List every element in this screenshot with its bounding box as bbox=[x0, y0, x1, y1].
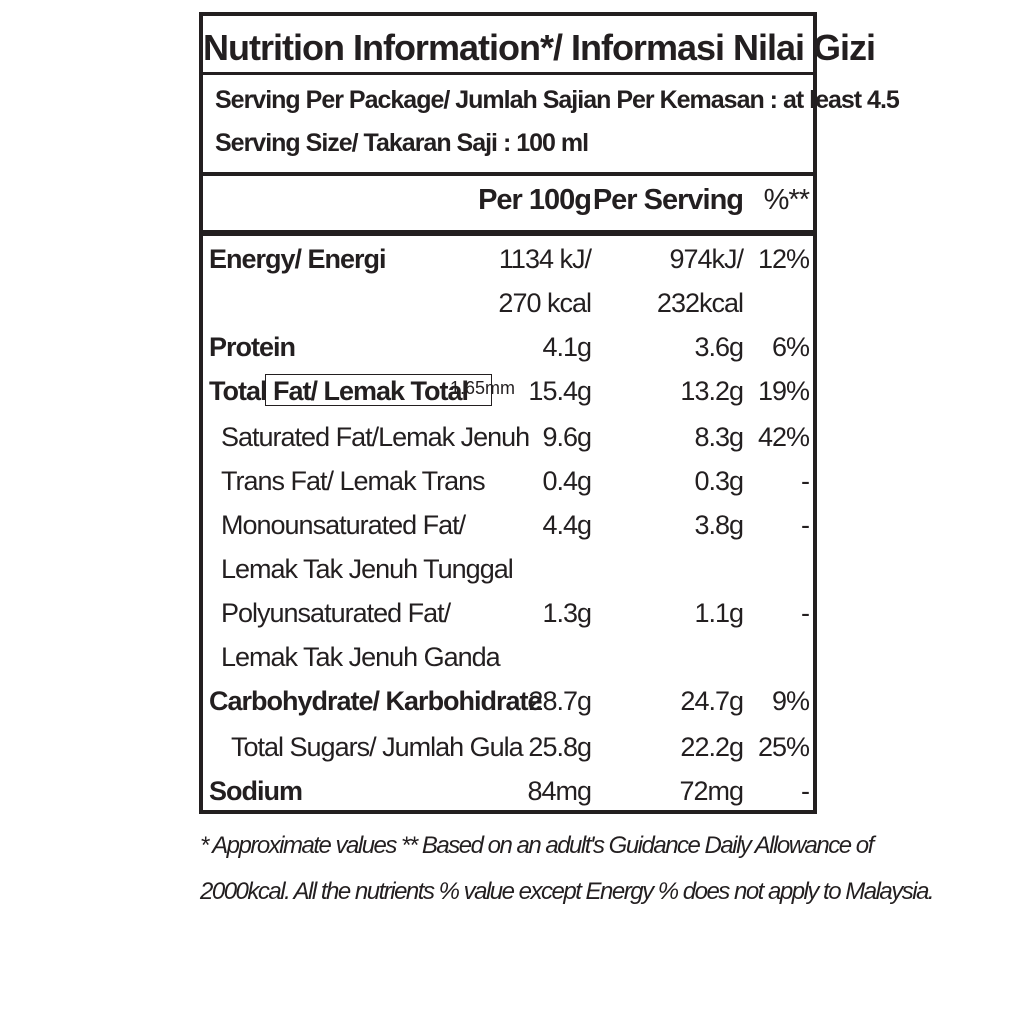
serving-size: Serving Size/ Takaran Saji : 100 ml bbox=[215, 129, 589, 157]
nutrient-name: Saturated Fat/Lemak Jenuh bbox=[221, 422, 530, 452]
value-per-serving: 8.3g bbox=[694, 422, 744, 452]
value-per-serving: 0.3g bbox=[694, 466, 744, 496]
value-percent: 6% bbox=[771, 332, 810, 362]
nutrient-name: Carbohydrate/ Karbohidrate bbox=[209, 686, 543, 716]
nutrient-name: Trans Fat/ Lemak Trans bbox=[221, 466, 486, 496]
value-per-serving-kcal: 232kcal bbox=[656, 288, 744, 318]
nutrient-name: Total Fat/ Lemak Total bbox=[209, 376, 469, 406]
value-per-serving: 13.2g bbox=[680, 376, 744, 406]
nutrient-name: Sodium bbox=[209, 776, 303, 806]
value-per100: 28.7g bbox=[528, 686, 592, 716]
value-percent: 12% bbox=[757, 244, 810, 274]
nutrient-name-line2: Lemak Tak Jenuh Tunggal bbox=[221, 554, 514, 584]
table-title: Nutrition Information*/ Informasi Nilai … bbox=[203, 27, 876, 68]
value-per100: 0.4g bbox=[542, 466, 592, 496]
value-per100: 1134 kJ/ bbox=[498, 244, 592, 274]
divider bbox=[203, 72, 813, 75]
value-per100: 1.3g bbox=[542, 598, 592, 628]
value-per100: 84mg bbox=[527, 776, 592, 806]
value-percent: - bbox=[801, 776, 810, 806]
servings-per-package: Serving Per Package/ Jumlah Sajian Per K… bbox=[215, 86, 900, 114]
col-per-serving: Per Serving bbox=[592, 184, 744, 216]
dimension-box bbox=[265, 374, 492, 406]
divider-thick bbox=[203, 230, 813, 236]
col-per100g: Per 100g bbox=[478, 184, 592, 216]
dimension-annotation: 1.65mm bbox=[450, 378, 516, 398]
value-per-serving: 1.1g bbox=[694, 598, 744, 628]
nutrient-name: Protein bbox=[209, 332, 296, 362]
footnote-line-1: * Approximate values ** Based on an adul… bbox=[200, 832, 874, 859]
nutrition-table: Nutrition Information*/ Informasi Nilai … bbox=[199, 12, 900, 814]
value-per-serving: 974kJ/ bbox=[669, 244, 744, 274]
nutrient-name: Energy/ Energi bbox=[209, 244, 387, 274]
nutrient-name-line2: Lemak Tak Jenuh Ganda bbox=[221, 642, 501, 672]
value-percent: 25% bbox=[757, 732, 810, 762]
value-per100: 4.1g bbox=[542, 332, 592, 362]
value-per100: 9.6g bbox=[542, 422, 592, 452]
value-per100: 4.4g bbox=[542, 510, 592, 540]
value-per-serving: 3.8g bbox=[694, 510, 744, 540]
footnote-line-2: 2000kcal. All the nutrients % value exce… bbox=[200, 878, 935, 905]
value-percent: 9% bbox=[771, 686, 810, 716]
nutrient-name: Total Sugars/ Jumlah Gula bbox=[231, 732, 524, 762]
nutrient-name: Polyunsaturated Fat/ bbox=[221, 598, 451, 628]
value-per100-kcal: 270 kcal bbox=[498, 288, 592, 318]
value-per-serving: 3.6g bbox=[694, 332, 744, 362]
value-per100: 15.4g bbox=[528, 376, 592, 406]
value-percent: - bbox=[801, 466, 810, 496]
value-percent: 42% bbox=[757, 422, 810, 452]
value-per-serving: 24.7g bbox=[680, 686, 744, 716]
value-percent: - bbox=[801, 598, 810, 628]
value-per100: 25.8g bbox=[528, 732, 592, 762]
col-percent: %** bbox=[763, 184, 810, 216]
value-percent: 19% bbox=[757, 376, 810, 406]
value-percent: - bbox=[801, 510, 810, 540]
nutrient-name: Monounsaturated Fat/ bbox=[221, 510, 466, 540]
value-per-serving: 22.2g bbox=[680, 732, 744, 762]
value-per-serving: 72mg bbox=[679, 776, 744, 806]
divider bbox=[203, 172, 813, 176]
